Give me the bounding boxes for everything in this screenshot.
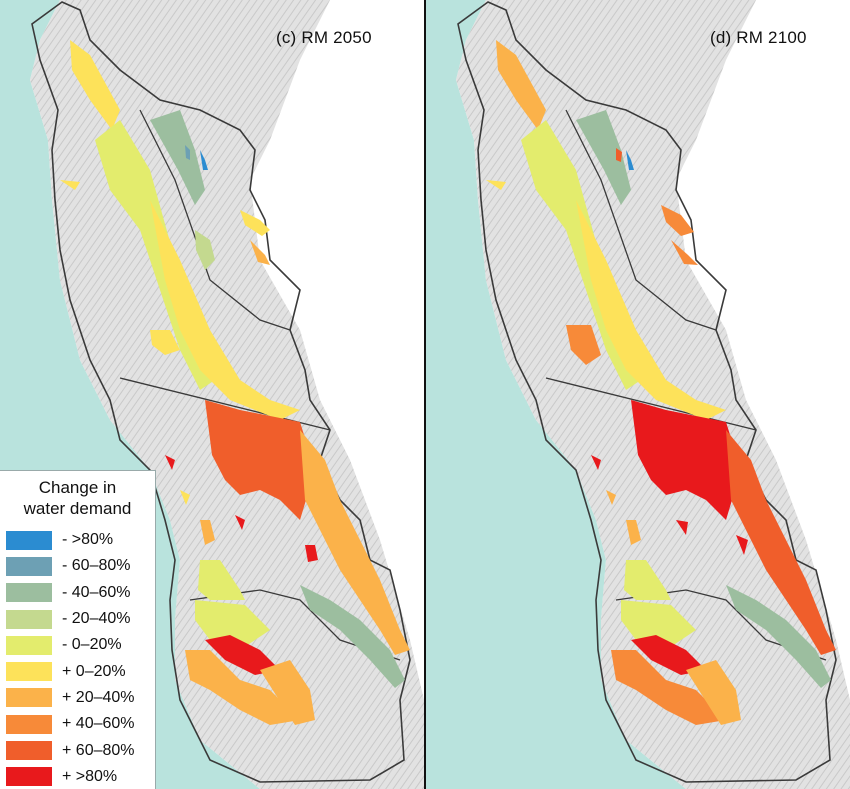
demand-patch xyxy=(205,635,280,675)
legend-label: - 20–40% xyxy=(62,610,131,628)
county-boundary xyxy=(565,109,717,331)
demand-patch xyxy=(150,330,180,355)
demand-patch xyxy=(185,650,300,725)
legend-label: - >80% xyxy=(62,531,114,549)
demand-patch xyxy=(626,520,641,545)
demand-patch xyxy=(60,180,80,190)
demand-patch xyxy=(626,150,634,170)
demand-patch xyxy=(686,660,741,725)
ocean xyxy=(426,0,686,789)
legend-item: + 40–60% xyxy=(0,711,155,737)
demand-patch xyxy=(624,560,671,600)
map-panel-rm-2100: (d) RM 2100 xyxy=(426,0,850,789)
demand-patch xyxy=(726,585,831,688)
legend-label: - 0–20% xyxy=(62,636,122,654)
demand-patch xyxy=(486,180,506,190)
demand-patch xyxy=(566,325,601,365)
demand-patch xyxy=(250,240,270,265)
legend-label: + 60–80% xyxy=(62,741,135,759)
legend-title-line2: water demand xyxy=(23,499,132,518)
demand-patch xyxy=(150,200,300,420)
study-area-boundary xyxy=(31,1,411,783)
demand-patch xyxy=(611,650,726,725)
legend-item: - 60–80% xyxy=(0,553,155,579)
legend-label: - 60–80% xyxy=(62,557,131,575)
legend-item: - 0–20% xyxy=(0,632,155,658)
demand-patch xyxy=(260,660,315,725)
panel-divider xyxy=(424,0,426,789)
legend-item: + 60–80% xyxy=(0,737,155,763)
demand-patch xyxy=(205,400,315,520)
legend-item: - 40–60% xyxy=(0,580,155,606)
demand-patch xyxy=(631,400,741,520)
demand-patch xyxy=(180,490,190,505)
demand-patch xyxy=(726,430,836,655)
demand-patch xyxy=(736,535,748,555)
demand-patch xyxy=(576,200,726,420)
legend-swatch xyxy=(6,556,52,576)
demand-patch xyxy=(661,205,694,236)
demand-patch xyxy=(496,40,546,130)
demand-patch xyxy=(631,635,706,675)
legend-swatch xyxy=(6,767,52,787)
legend-list: - >80% - 60–80% - 40–60% - 20–40% - 0–20… xyxy=(0,527,155,789)
demand-patch xyxy=(195,600,270,650)
legend-label: + >80% xyxy=(62,767,118,785)
legend-swatch xyxy=(6,714,52,734)
demand-patch xyxy=(671,240,698,265)
demand-patch xyxy=(185,145,190,160)
map-panel-rm-2050: (c) RM 2050 Change in water demand - >80… xyxy=(0,0,424,789)
demand-patch xyxy=(70,40,120,130)
legend-item: - >80% xyxy=(0,527,155,553)
demand-patch xyxy=(621,600,696,650)
panel-title: (d) RM 2100 xyxy=(710,28,807,47)
demand-patch xyxy=(235,515,245,530)
legend-label: + 0–20% xyxy=(62,662,126,680)
demand-patch xyxy=(200,150,208,170)
demand-patch xyxy=(676,520,688,535)
legend-item: - 20–40% xyxy=(0,606,155,632)
legend-swatch xyxy=(6,530,52,550)
legend-item: + >80% xyxy=(0,764,155,789)
legend-item: + 20–40% xyxy=(0,685,155,711)
county-boundary xyxy=(139,109,291,331)
legend-swatch xyxy=(6,662,52,682)
demand-patch xyxy=(200,520,215,545)
map-svg-rm-2100 xyxy=(426,0,850,789)
legend-swatch xyxy=(6,741,52,761)
legend-item: + 0–20% xyxy=(0,658,155,684)
demand-patch xyxy=(198,560,245,600)
legend: Change in water demand - >80% - 60–80% -… xyxy=(0,470,156,789)
legend-swatch xyxy=(6,635,52,655)
legend-label: + 40–60% xyxy=(62,715,135,733)
legend-swatch xyxy=(6,609,52,629)
demand-patch xyxy=(195,230,215,270)
demand-patch xyxy=(240,210,270,236)
demand-patch xyxy=(300,585,405,688)
legend-title-line1: Change in xyxy=(38,478,117,497)
demand-patch xyxy=(576,110,631,205)
demand-patch xyxy=(150,110,205,205)
demand-patch xyxy=(305,545,318,562)
legend-label: - 40–60% xyxy=(62,583,131,601)
demand-patch xyxy=(591,455,601,470)
demand-patch xyxy=(606,490,616,505)
demand-patch xyxy=(616,148,622,162)
legend-swatch xyxy=(6,583,52,603)
legend-swatch xyxy=(6,688,52,708)
demand-patch xyxy=(165,455,175,470)
study-area-boundary xyxy=(457,1,837,783)
legend-label: + 20–40% xyxy=(62,688,135,706)
demand-patch xyxy=(300,430,410,655)
panel-title: (c) RM 2050 xyxy=(276,28,372,47)
